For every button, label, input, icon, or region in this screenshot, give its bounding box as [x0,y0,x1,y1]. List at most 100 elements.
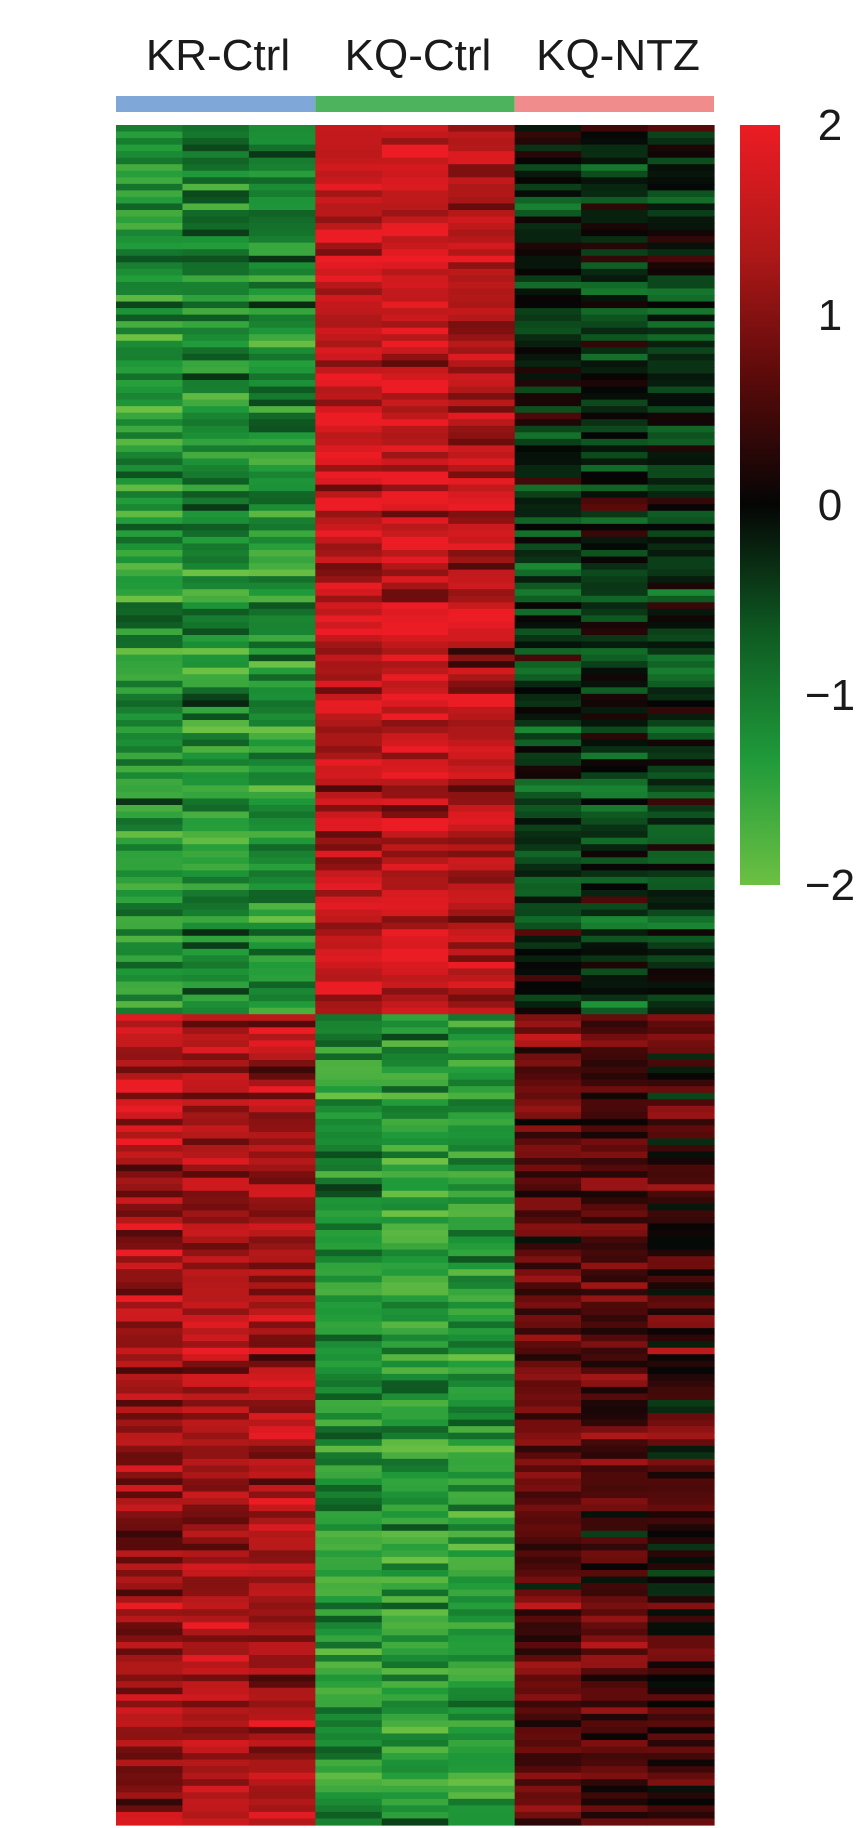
heatmap-cell [514,608,582,616]
heatmap-cell [448,1792,516,1800]
heatmap-cell [182,1007,250,1015]
heatmap-cell [248,975,316,983]
heatmap-cell [182,1073,250,1081]
heatmap-cell [315,1014,383,1022]
heatmap-cell [315,445,383,453]
heatmap-cell [514,563,582,571]
heatmap-cell [448,1131,516,1140]
heatmap-cell [248,1537,316,1545]
heatmap-cell [581,1759,649,1767]
heatmap-cell [381,406,449,414]
heatmap-cell [581,1628,649,1636]
heatmap-cell [581,1779,649,1787]
heatmap-cell [514,1818,582,1826]
heatmap-cell [647,530,715,538]
heatmap-cell [381,916,449,924]
heatmap-cell [248,183,316,191]
heatmap-cell [182,1772,250,1780]
heatmap-cell [315,1236,383,1244]
heatmap-cell [581,1785,649,1793]
heatmap-cell [315,288,383,296]
heatmap-cell [248,314,316,322]
heatmap-cell [182,582,250,590]
heatmap-cell [182,870,250,878]
heatmap-cell [381,706,449,715]
heatmap-cell [647,1046,715,1055]
group-bar-0 [116,96,316,112]
heatmap-cell [581,628,649,636]
heatmap-cell [581,327,649,335]
heatmap-cell [315,1655,383,1663]
heatmap-cell [647,1733,715,1741]
heatmap-cell [514,1131,582,1140]
heatmap-cell [448,288,516,296]
heatmap-cell [116,1151,184,1159]
heatmap-cell [116,733,184,741]
heatmap-cell [381,1772,449,1780]
group-label-kq-ntz: KQ-NTZ [536,31,700,80]
heatmap-cell [381,805,449,813]
heatmap-cell [182,131,250,139]
heatmap-cell [182,1818,250,1826]
heatmap-cell [248,1687,316,1695]
heatmap-cell [182,347,250,355]
heatmap-cell [381,321,449,329]
heatmap-cell [315,510,383,518]
heatmap-cell [315,203,383,211]
heatmap-cell [514,844,582,852]
heatmap-cell [315,438,383,446]
heatmap-cell [315,1628,383,1636]
heatmap-cell [116,1648,184,1656]
heatmap-cell [116,1315,184,1323]
heatmap-cell [182,1099,250,1107]
heatmap-cell [581,1138,649,1146]
heatmap-cell [315,275,383,283]
heatmap-cell [514,589,582,597]
heatmap-cell [116,1766,184,1774]
heatmap-cell [182,1092,250,1100]
heatmap-cell [315,1151,383,1159]
colorbar-tick-label: −1 [805,671,855,720]
heatmap-cell [248,281,316,290]
heatmap-cell [514,1530,582,1538]
heatmap-cell [381,451,449,460]
heatmap-cell [182,517,250,525]
heatmap-cell [647,903,715,911]
heatmap-cell [248,210,316,218]
heatmap-cell [647,301,715,309]
heatmap-cell [581,1445,649,1453]
heatmap-cell [581,177,649,185]
heatmap-cell [315,262,383,270]
heatmap-cell [381,909,449,917]
heatmap-cell [581,1707,649,1715]
heatmap-cell [448,922,516,930]
heatmap-cell [514,1112,582,1120]
heatmap-cell [116,1537,184,1545]
heatmap-cell [381,1707,449,1715]
heatmap-cell [581,635,649,643]
heatmap-cell [182,1282,250,1290]
heatmap-cell [315,785,383,793]
heatmap-cell [248,1759,316,1767]
heatmap-cell [581,223,649,231]
heatmap-cell [116,955,184,963]
heatmap-cell [448,778,516,786]
heatmap-cell [448,1236,516,1244]
heatmap-cell [381,373,449,381]
heatmap-cell [647,177,715,185]
heatmap-cell [514,1452,582,1460]
heatmap-cell [116,262,184,270]
heatmap-cell [381,281,449,290]
heatmap-cell [248,726,316,734]
heatmap-cell [116,327,184,335]
heatmap-cell [182,1458,250,1466]
heatmap-cell [647,850,715,858]
heatmap-cell [647,1805,715,1813]
heatmap-cell [381,831,449,839]
heatmap-cell [448,1269,516,1277]
heatmap-cell [514,1184,582,1192]
heatmap-cell [448,164,516,172]
heatmap-cell [448,733,516,741]
heatmap-cell [581,543,649,551]
heatmap-cell [647,1406,715,1414]
